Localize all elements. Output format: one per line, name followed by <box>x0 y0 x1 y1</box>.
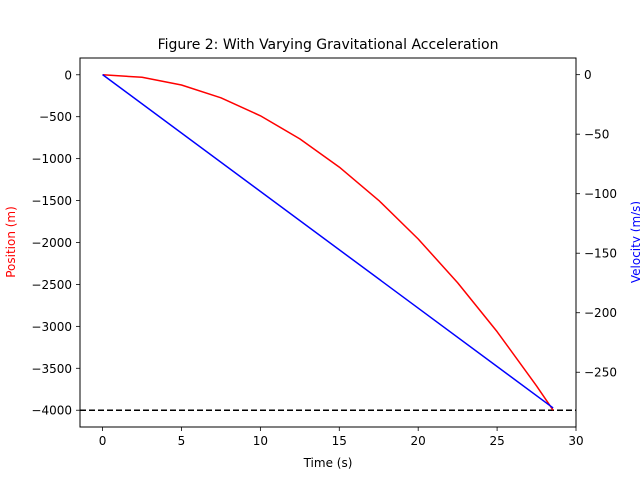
y-right-tick-label: 0 <box>584 68 592 82</box>
x-tick-label: 25 <box>489 434 504 448</box>
y-left-axis-ticks: 0 −500 −1000 −1500 −2000 −2500 −3000 −3500 −4000 <box>31 68 80 418</box>
velocity-series-line <box>102 74 554 409</box>
x-tick-label: 20 <box>411 434 426 448</box>
x-tick-label: 10 <box>253 434 268 448</box>
y-right-tick-label: −150 <box>584 247 617 261</box>
y-right-tick-label: −100 <box>584 187 617 201</box>
x-tick-label: 15 <box>332 434 347 448</box>
y-left-tick-label: −3000 <box>31 320 72 334</box>
x-axis-ticks: 0 5 10 15 20 25 30 <box>99 427 584 448</box>
y-left-tick-label: −1000 <box>31 152 72 166</box>
y-left-tick-label: −1500 <box>31 194 72 208</box>
y-left-tick-label: −500 <box>39 110 72 124</box>
position-series-line <box>102 74 554 411</box>
y-left-tick-label: −3500 <box>31 362 72 376</box>
y-left-tick-label: −2000 <box>31 236 72 250</box>
x-axis-label: Time (s) <box>303 456 353 470</box>
y-left-tick-label: −4000 <box>31 404 72 418</box>
y-right-axis-label: Velocity (m/s) <box>629 201 640 283</box>
chart-title: Figure 2: With Varying Gravitational Acc… <box>158 37 499 53</box>
y-left-tick-label: −2500 <box>31 278 72 292</box>
y-left-tick-label: 0 <box>64 68 72 82</box>
x-tick-label: 5 <box>178 434 186 448</box>
plot-area <box>80 74 576 411</box>
y-left-axis-label: Position (m) <box>4 206 18 278</box>
y-right-tick-label: −250 <box>584 366 617 380</box>
x-tick-label: 0 <box>99 434 107 448</box>
y-right-tick-label: −50 <box>584 128 609 142</box>
y-right-tick-label: −200 <box>584 306 617 320</box>
y-right-axis-ticks: 0 −50 −100 −150 −200 −250 <box>576 68 617 380</box>
x-tick-label: 30 <box>568 434 583 448</box>
